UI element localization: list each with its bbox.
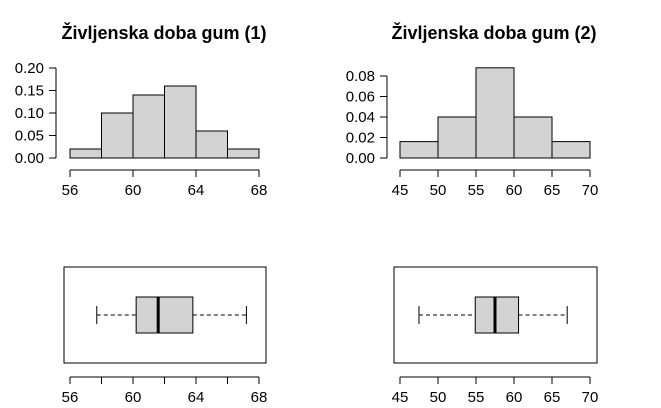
x-tick-label: 50: [430, 182, 447, 199]
x-tick-label: 56: [62, 182, 79, 199]
x-tick-label: 70: [582, 389, 599, 406]
histogram-bar: [551, 141, 591, 159]
plot-frame: [63, 266, 267, 364]
y-axis: 0.00 0.05 0.10 0.15 0.20: [15, 60, 57, 167]
y-tick-label: 0.15: [15, 83, 44, 100]
x-tick-label: 65: [544, 389, 561, 406]
x-tick-label: 70: [582, 182, 599, 199]
boxplot-tire-life-1: 56 60 64 68: [62, 266, 268, 406]
histogram-bar: [101, 112, 134, 159]
histogram-bar: [513, 116, 553, 159]
y-tick-label: 0.00: [346, 150, 375, 167]
x-axis: 45 50 55 60 65 70: [392, 376, 599, 406]
x-tick-label: 56: [62, 389, 79, 406]
chart-title: Življenska doba gum (2): [391, 22, 596, 43]
x-tick-label: 64: [188, 182, 205, 199]
x-tick-label: 68: [251, 182, 268, 199]
y-tick-label: 0.10: [15, 105, 44, 122]
plot-frame: [393, 266, 598, 364]
y-tick-label: 0.08: [346, 68, 375, 85]
boxplot-marks: [393, 266, 598, 364]
x-tick-label: 45: [392, 389, 409, 406]
histogram-tire-life-2: Življenska doba gum (2) 0.00 0.02 0.04 0.06…: [346, 22, 599, 199]
y-tick-label: 0.06: [346, 89, 375, 106]
x-tick-label: 64: [188, 389, 205, 406]
x-tick-label: 68: [251, 389, 268, 406]
iqr-box: [135, 296, 194, 334]
x-tick-label: 55: [468, 182, 485, 199]
histogram-bar: [227, 148, 260, 159]
x-tick-label: 65: [544, 182, 561, 199]
y-tick-label: 0.05: [15, 128, 44, 145]
x-tick-label: 55: [468, 389, 485, 406]
histogram-bar: [164, 85, 197, 159]
histogram-bars: [399, 67, 591, 159]
y-axis: 0.00 0.02 0.04 0.06 0.08: [346, 68, 388, 167]
histogram-bar: [399, 141, 439, 159]
y-tick-label: 0.02: [346, 130, 375, 147]
x-tick-label: 50: [430, 389, 447, 406]
x-tick-label: 60: [125, 389, 142, 406]
histogram-bar: [69, 148, 102, 159]
histogram-bar: [195, 130, 228, 159]
boxplot-tire-life-2: 45 50 55 60 65 70: [392, 266, 599, 406]
histogram-bar: [475, 67, 515, 159]
histogram-bar: [132, 94, 165, 159]
y-tick-label: 0.00: [15, 150, 44, 167]
x-axis: 56 60 64 68: [62, 376, 268, 406]
x-axis: 45 50 55 60 65 70: [392, 169, 599, 199]
boxplot-marks: [63, 266, 267, 364]
x-axis: 56 60 64 68: [62, 169, 268, 199]
histogram-bars: [69, 85, 260, 159]
chart-title: Življenska doba gum (1): [61, 22, 266, 43]
iqr-box: [474, 296, 520, 334]
histogram-bar: [437, 116, 477, 159]
y-tick-label: 0.04: [346, 109, 375, 126]
x-tick-label: 60: [125, 182, 142, 199]
y-tick-label: 0.20: [15, 60, 44, 77]
x-tick-label: 45: [392, 182, 409, 199]
x-tick-label: 60: [506, 389, 523, 406]
histogram-tire-life-1: Življenska doba gum (1) 0.00 0.05 0.10 0.15…: [15, 22, 268, 199]
x-tick-label: 60: [506, 182, 523, 199]
